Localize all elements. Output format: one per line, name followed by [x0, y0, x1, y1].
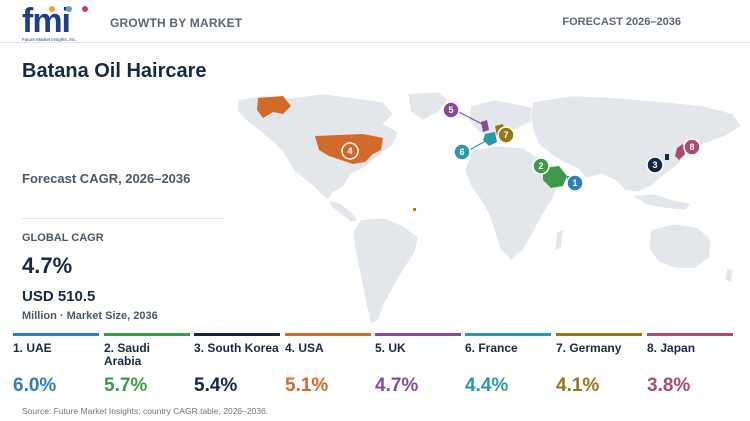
card-accent-bar [194, 333, 280, 336]
country-card-germany[interactable]: 7. Germany 4.1% [556, 333, 642, 398]
country-card-usa[interactable]: 4. USA 5.1% [285, 333, 371, 398]
marker-label: 5 [448, 105, 453, 115]
card-accent-bar [647, 333, 733, 336]
card-cagr-value: 4.7% [375, 375, 419, 396]
global-cagr-value: 4.7% [22, 253, 73, 278]
france-region[interactable] [483, 132, 497, 146]
card-country-name: 1. UAE [13, 341, 52, 355]
market-size-value: USD 510.5 [22, 288, 96, 305]
marker-label: 7 [503, 130, 508, 140]
card-country-name: 8. Japan [647, 341, 696, 355]
marker-uk[interactable]: 5 [442, 101, 460, 119]
marker-saudi-arabia[interactable]: 2 [532, 157, 550, 175]
card-accent-bar [465, 333, 551, 336]
logo-dot-icon [66, 6, 72, 12]
marker-label: 3 [652, 160, 657, 170]
header-bar: fmi Future Market Insights, Inc. GROWTH … [0, 0, 750, 43]
page-title: Batana Oil Haircare [22, 60, 207, 82]
marker-germany[interactable]: 7 [497, 126, 515, 144]
marker-label: 8 [689, 142, 694, 152]
uk-leader-line [454, 109, 485, 126]
card-country-name: 5. UK [375, 341, 406, 355]
card-country-name: 2. Saudi Arabia [104, 341, 151, 368]
country-card-south-korea[interactable]: 3. South Korea 5.4% [194, 333, 280, 398]
logo-subtext: Future Market Insights, Inc. [22, 37, 77, 42]
card-country-name: 4. USA [285, 341, 324, 355]
divider [22, 218, 225, 219]
world-map: 4 5 7 6 2 1 3 8 [237, 92, 742, 325]
country-card-uae[interactable]: 1. UAE 6.0% [13, 333, 99, 398]
country-card-uk[interactable]: 5. UK 4.7% [375, 333, 461, 398]
card-accent-bar [375, 333, 461, 336]
card-accent-bar [104, 333, 190, 336]
card-cagr-value: 5.4% [194, 375, 238, 396]
card-cagr-value: 6.0% [13, 375, 57, 396]
uk-region[interactable] [481, 120, 489, 132]
logo-dot-icon [49, 6, 55, 12]
card-cagr-value: 4.1% [556, 375, 600, 396]
marker-usa[interactable]: 4 [341, 142, 359, 160]
country-card-japan[interactable]: 8. Japan 3.8% [647, 333, 733, 398]
card-country-name: 6. France [465, 341, 518, 355]
header-section-label: GROWTH BY MARKET [110, 16, 243, 30]
country-cards: 1. UAE 6.0% 2. Saudi Arabia 5.7% 3. Sout… [13, 333, 738, 398]
marker-label: 1 [572, 178, 577, 188]
marker-label: 6 [459, 147, 464, 157]
header-forecast-label: FORECAST 2026–2036 [562, 16, 681, 28]
card-accent-bar [285, 333, 371, 336]
marker-france[interactable]: 6 [453, 143, 471, 161]
source-note: Source: Future Market Insights; country … [22, 406, 269, 416]
marker-south-korea[interactable]: 3 [646, 156, 664, 174]
card-cagr-value: 5.1% [285, 375, 329, 396]
saudi-arabia-region[interactable] [543, 166, 567, 188]
card-cagr-value: 4.4% [465, 375, 509, 396]
usa-hawaii-region [413, 208, 416, 211]
marker-label: 2 [538, 161, 543, 171]
logo-text: fmi [22, 2, 71, 40]
card-cagr-value: 3.8% [647, 375, 691, 396]
forecast-subtitle: Forecast CAGR, 2026–2036 [22, 171, 191, 186]
card-country-name: 3. South Korea [194, 341, 279, 355]
logo-dot-icon [82, 6, 88, 12]
country-card-saudi-arabia[interactable]: 2. Saudi Arabia 5.7% [104, 333, 190, 398]
country-card-france[interactable]: 6. France 4.4% [465, 333, 551, 398]
card-accent-bar [13, 333, 99, 336]
global-cagr-label: GLOBAL CAGR [22, 232, 104, 244]
marker-uae[interactable]: 1 [566, 174, 584, 192]
marker-label: 4 [347, 146, 352, 156]
usa-alaska-region [257, 96, 291, 118]
south-korea-region[interactable] [665, 154, 669, 160]
card-country-name: 7. Germany [556, 341, 622, 355]
market-size-note: Million · Market Size, 2036 [22, 310, 158, 322]
marker-japan[interactable]: 8 [683, 138, 701, 156]
fmi-logo[interactable]: fmi Future Market Insights, Inc. [22, 2, 92, 42]
card-cagr-value: 5.7% [104, 375, 148, 396]
card-accent-bar [556, 333, 642, 336]
